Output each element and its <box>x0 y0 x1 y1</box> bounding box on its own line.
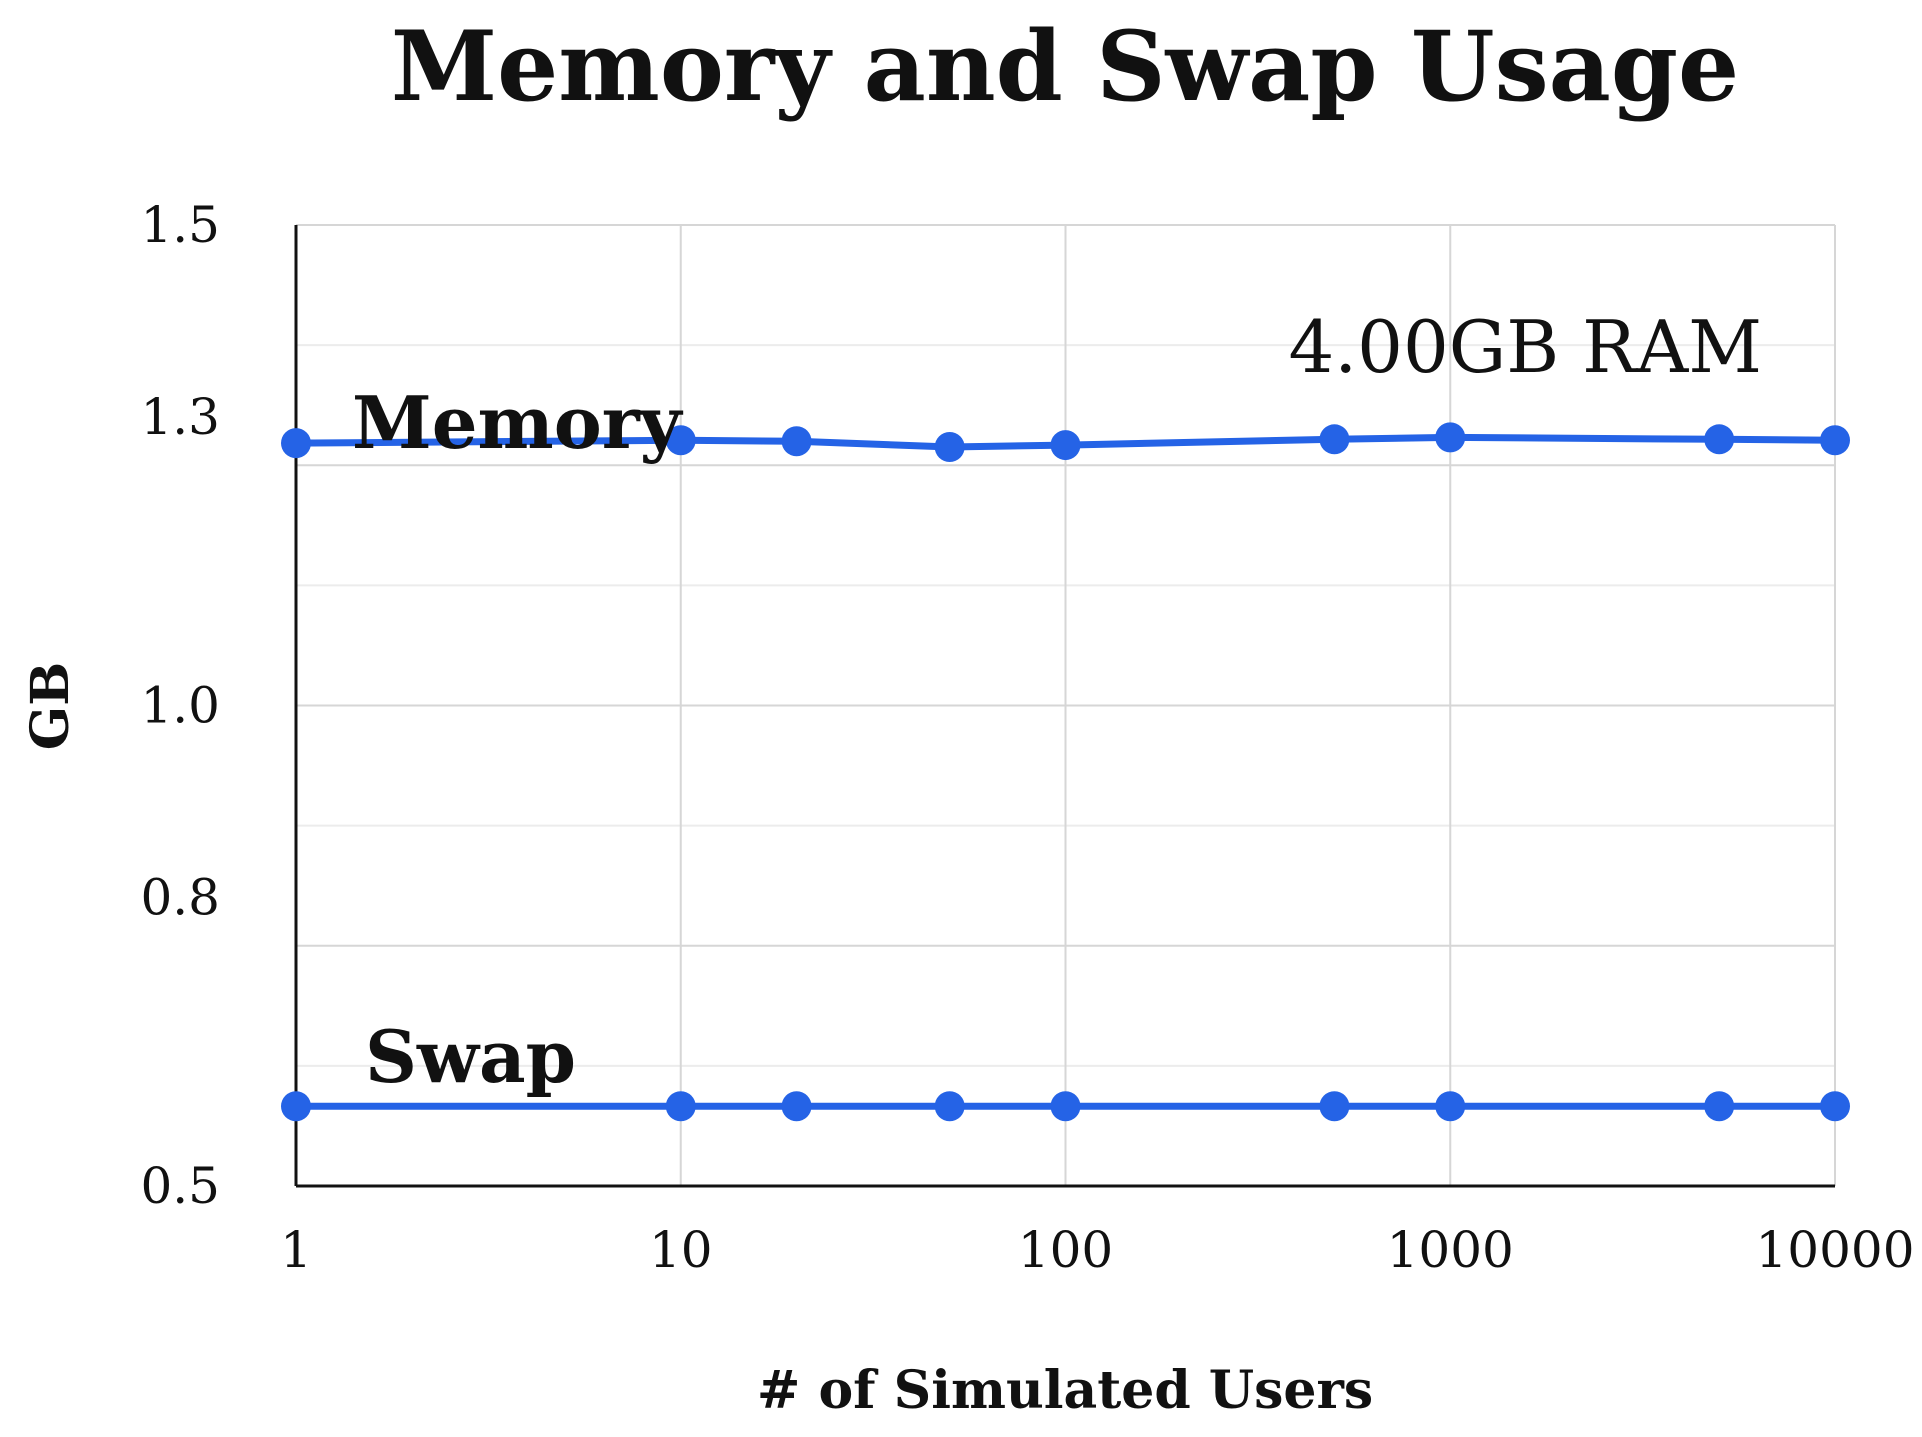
data-point-memory <box>1435 422 1466 453</box>
series-label-swap: Swap <box>365 1014 576 1099</box>
data-point-memory <box>1704 424 1735 455</box>
grid-layer <box>295 224 1836 1187</box>
y-tick-label: 1.3 <box>140 388 220 446</box>
data-point-swap <box>934 1091 965 1122</box>
data-point-swap <box>1704 1091 1735 1122</box>
data-point-swap <box>665 1091 696 1122</box>
data-point-memory <box>1319 424 1350 455</box>
data-point-memory <box>1050 430 1081 461</box>
x-tick-label: 1 <box>280 1221 312 1279</box>
series-label-memory: Memory <box>352 380 684 465</box>
y-tick-label: 1.5 <box>140 196 220 254</box>
tick-layer: 0.5 0.8 1.0 1.3 1.5 1 10 100 1000 10000 <box>140 196 1914 1279</box>
data-point-swap <box>1050 1091 1081 1122</box>
series-layer <box>281 422 1850 1122</box>
x-tick-label: 1000 <box>1387 1221 1514 1279</box>
data-point-swap <box>1820 1091 1850 1122</box>
data-point-memory <box>281 428 311 459</box>
data-point-memory <box>934 431 965 462</box>
data-point-swap <box>281 1091 311 1122</box>
y-tick-label: 1.0 <box>140 677 220 735</box>
axis-layer <box>294 225 1835 1188</box>
data-point-swap <box>1435 1091 1466 1122</box>
x-axis-label: # of Simulated Users <box>757 1360 1373 1421</box>
y-tick-label: 0.5 <box>140 1157 220 1215</box>
x-tick-label: 100 <box>1018 1221 1113 1279</box>
data-point-memory <box>1820 425 1850 456</box>
ram-annotation: 4.00GB RAM <box>1288 305 1762 389</box>
data-point-swap <box>781 1091 812 1122</box>
x-tick-label: 10000 <box>1755 1221 1914 1279</box>
y-axis-label: GB <box>20 662 81 750</box>
y-tick-label: 0.8 <box>140 869 220 927</box>
x-tick-label: 10 <box>649 1221 713 1279</box>
chart-title: Memory and Swap Usage <box>391 10 1739 123</box>
data-point-swap <box>1319 1091 1350 1122</box>
data-point-memory <box>781 426 812 457</box>
data-point-memory <box>665 425 696 456</box>
